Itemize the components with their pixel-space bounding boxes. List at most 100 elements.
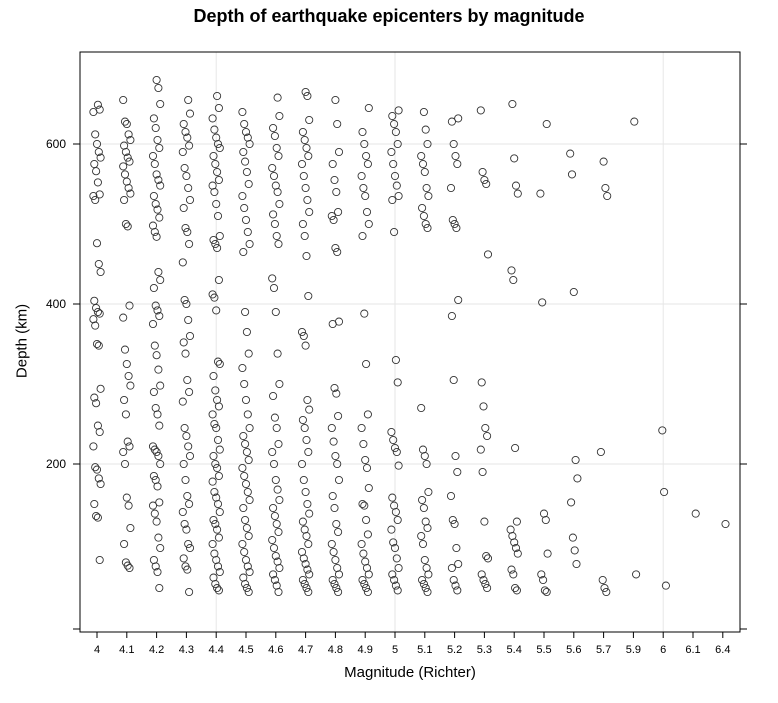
data-point [241,307,250,317]
data-point [213,91,222,101]
data-point [182,431,191,441]
data-point [275,111,284,121]
data-point [334,317,344,326]
data-point [571,455,580,465]
data-point [152,351,161,360]
x-tick-label: 4 [94,644,100,656]
data-point [273,485,282,494]
data-point [211,519,220,529]
data-point [155,421,164,430]
data-point [95,105,104,114]
x-tick-label: 4.6 [268,644,283,656]
data-point [239,147,248,157]
data-point [420,167,429,177]
data-point [180,295,189,305]
data-point [212,423,221,433]
data-point [92,239,102,248]
data-point [334,147,344,157]
data-point [243,410,252,419]
data-point [181,223,190,233]
data-point [242,167,251,177]
data-point [327,539,336,549]
data-point [423,587,432,597]
data-point [181,349,190,358]
data-point [212,493,221,502]
data-point [125,442,134,451]
data-point [180,519,189,529]
data-point [360,139,369,149]
data-point [120,459,130,469]
data-point [451,151,460,161]
data-point [418,159,428,169]
data-point [602,587,611,597]
data-point [417,151,426,161]
x-axis-label: Magnitude (Richter) [344,664,476,681]
data-point [239,431,248,441]
data-point [330,503,339,513]
data-point [240,471,249,481]
data-point [268,447,277,457]
data-point [302,435,311,445]
data-point [448,215,457,225]
data-point [394,106,403,115]
data-point [327,423,336,433]
data-point [152,170,161,179]
data-point [297,459,307,469]
data-point [394,563,403,573]
data-point [507,266,516,275]
data-point [148,319,158,329]
data-point [418,495,427,505]
data-point [450,219,459,229]
data-point [299,331,308,341]
data-point [185,109,195,118]
data-point [268,535,277,545]
data-point [156,99,165,109]
data-point [454,559,463,569]
data-point [329,547,338,557]
x-tick-label: 5.4 [507,644,522,656]
x-tick-label: 4.5 [238,644,253,656]
data-point [389,159,398,169]
data-point [240,547,249,557]
data-point [149,555,158,565]
data-point [93,307,102,317]
data-point [240,119,249,129]
data-point [269,459,279,469]
data-point [126,189,135,198]
data-point [513,189,522,198]
data-point [537,570,546,579]
data-point [512,517,521,526]
data-point [358,499,367,509]
data-point [242,523,251,533]
data-point [422,459,431,469]
data-point [448,515,457,525]
data-point [275,495,284,505]
data-point [155,311,164,321]
data-point [454,295,463,305]
data-point [390,501,399,510]
data-point [120,539,129,549]
data-point [210,125,219,134]
data-point [477,570,486,579]
x-tick-label: 5.5 [536,644,551,656]
data-point [658,426,667,435]
data-point [269,123,278,133]
data-point [450,519,459,529]
data-point [477,378,486,387]
data-point [451,581,460,590]
data-point [242,447,251,457]
data-point [178,147,187,157]
data-point [269,391,278,401]
data-point [243,487,252,497]
data-point [331,243,340,253]
data-point [305,207,314,217]
data-point [274,151,283,161]
data-point [273,93,282,102]
x-tick-label: 4.4 [209,644,224,656]
data-point [245,239,254,249]
data-point [125,563,134,573]
data-point [330,175,339,185]
data-point [691,509,700,518]
data-point [359,183,368,193]
data-point [89,191,98,201]
